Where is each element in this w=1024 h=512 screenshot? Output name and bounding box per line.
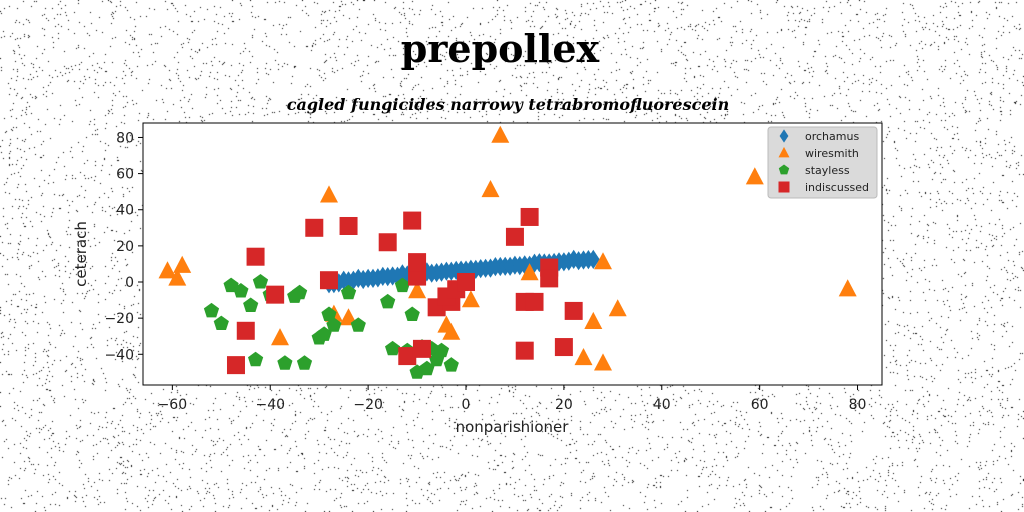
point-wiresmith-5 <box>320 185 338 203</box>
x-axis-label: nonparishioner <box>456 418 570 436</box>
point-stayless-10 <box>292 284 308 300</box>
point-indiscussed-9 <box>408 267 427 286</box>
point-stayless-8 <box>277 355 293 370</box>
point-stayless-22 <box>404 306 420 321</box>
point-indiscussed-26 <box>564 301 583 320</box>
point-indiscussed-1 <box>339 216 358 235</box>
point-wiresmith-0 <box>158 261 177 279</box>
plot-area <box>143 123 882 385</box>
y-tick-label: −40 <box>104 347 134 363</box>
x-tick-label: −20 <box>353 397 383 413</box>
x-tick-label: −60 <box>158 397 188 413</box>
point-orchamus-54 <box>586 249 600 269</box>
point-stayless-28 <box>433 342 450 358</box>
point-wiresmith-15 <box>584 311 603 329</box>
x-axis-ticks: −60 −40 −20 0 20 40 60 80 <box>158 385 867 413</box>
point-stayless-1 <box>213 315 229 330</box>
point-stayless-13 <box>316 326 332 341</box>
y-tick-label: 80 <box>116 130 134 146</box>
y-tick-label: −20 <box>104 311 134 327</box>
y-tick-label: 0 <box>125 275 134 291</box>
point-indiscussed-5 <box>266 285 285 304</box>
point-wiresmith-3 <box>491 125 510 143</box>
x-tick-label: 40 <box>653 397 671 413</box>
point-indiscussed-18 <box>505 227 524 246</box>
point-wiresmith-1 <box>173 255 192 273</box>
y-axis-label: ceterach <box>72 221 90 287</box>
x-tick-label: 60 <box>751 397 769 413</box>
point-wiresmith-9 <box>408 281 427 299</box>
point-wiresmith-12 <box>461 290 480 308</box>
point-wiresmith-8 <box>339 308 358 326</box>
point-stayless-16 <box>340 284 357 300</box>
y-tick-label: 20 <box>116 239 134 255</box>
point-wiresmith-19 <box>745 167 764 185</box>
legend-label-indiscussed: indiscussed <box>805 181 869 194</box>
point-stayless-3 <box>233 283 249 298</box>
point-wiresmith-4 <box>481 180 500 198</box>
point-indiscussed-23 <box>554 338 573 357</box>
point-indiscussed-20 <box>515 341 534 360</box>
point-stayless-20 <box>394 277 410 293</box>
point-indiscussed-8 <box>319 271 338 290</box>
point-indiscussed-25 <box>525 292 544 311</box>
point-stayless-15 <box>326 317 342 332</box>
x-tick-label: 0 <box>462 397 471 413</box>
legend-marker-stayless <box>778 164 790 175</box>
legend-marker-indiscussed <box>778 181 790 193</box>
point-indiscussed-11 <box>398 347 417 366</box>
point-indiscussed-12 <box>412 339 431 358</box>
point-wiresmith-2 <box>168 268 187 286</box>
point-wiresmith-13 <box>520 263 539 281</box>
y-axis-ticks: −40 −20 0 20 40 60 80 <box>104 130 143 363</box>
x-tick-label: 20 <box>555 397 573 413</box>
point-indiscussed-2 <box>403 211 422 230</box>
point-indiscussed-10 <box>408 253 427 272</box>
point-stayless-30 <box>443 357 459 372</box>
point-indiscussed-7 <box>226 356 245 375</box>
legend-label-orchamus: orchamus <box>805 130 859 143</box>
legend-marker-orchamus <box>779 129 789 143</box>
point-wiresmith-17 <box>608 299 627 317</box>
point-indiscussed-22 <box>540 269 559 288</box>
chart-subtitle: cagled fungicides narrowy tetrabromofluo… <box>287 95 730 114</box>
point-stayless-6 <box>252 274 269 289</box>
point-wiresmith-18 <box>574 348 593 366</box>
point-stayless-19 <box>385 340 401 356</box>
point-stayless-0 <box>203 302 220 318</box>
legend-marker-wiresmith <box>778 146 790 158</box>
chart-title: prepollex <box>401 26 600 71</box>
point-stayless-25 <box>419 360 435 376</box>
point-stayless-17 <box>350 317 366 332</box>
point-orchamus-14 <box>391 266 404 286</box>
point-wiresmith-6 <box>271 328 289 346</box>
x-tick-label: 80 <box>849 397 867 413</box>
point-indiscussed-6 <box>236 321 255 340</box>
point-indiscussed-3 <box>378 233 397 252</box>
point-wiresmith-11 <box>442 322 461 340</box>
point-stayless-11 <box>296 355 313 370</box>
point-stayless-14 <box>321 306 337 321</box>
data-marks <box>158 125 857 379</box>
point-wiresmith-20 <box>838 279 857 297</box>
point-indiscussed-0 <box>305 218 324 237</box>
legend-label-wiresmith: wiresmith <box>805 147 859 160</box>
point-stayless-18 <box>380 293 396 309</box>
point-indiscussed-19 <box>520 207 539 226</box>
point-wiresmith-16 <box>594 353 612 371</box>
plot-frame <box>142 122 883 386</box>
point-indiscussed-17 <box>457 273 476 292</box>
point-indiscussed-4 <box>246 247 265 266</box>
y-tick-label: 60 <box>116 167 134 183</box>
point-wiresmith-14 <box>594 252 612 270</box>
point-stayless-4 <box>243 297 259 312</box>
legend-box <box>767 126 878 199</box>
legend: orchamus wiresmith stayless indiscussed <box>767 126 878 199</box>
legend-label-stayless: stayless <box>805 164 850 177</box>
y-tick-label: 40 <box>116 203 134 219</box>
x-tick-label: −40 <box>255 397 285 413</box>
point-stayless-5 <box>248 351 264 367</box>
